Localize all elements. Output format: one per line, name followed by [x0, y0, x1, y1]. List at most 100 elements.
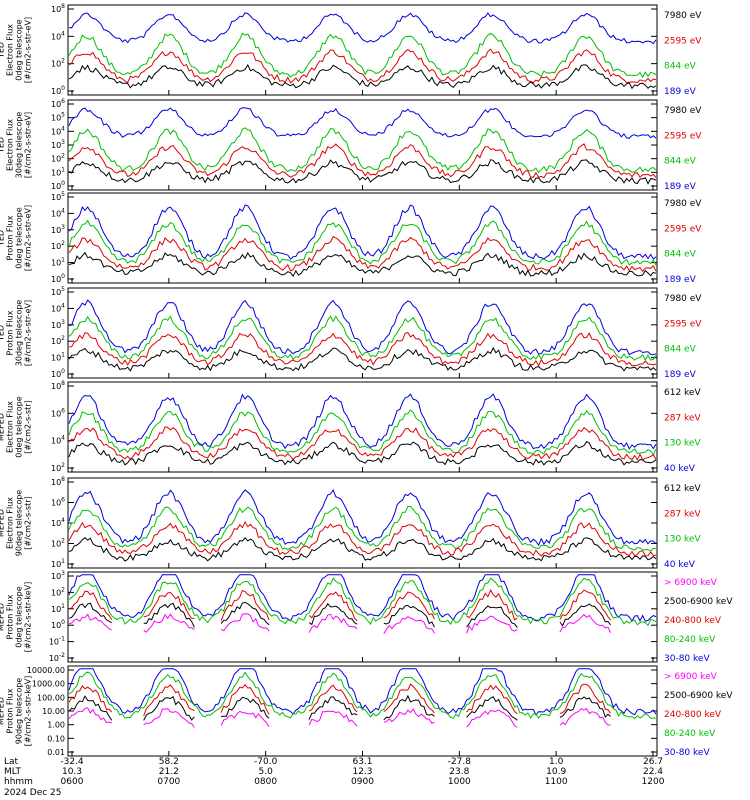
x-tick-label: 23.8	[449, 767, 469, 777]
date-label: 2024 Dec 25	[4, 788, 62, 798]
series-line	[68, 332, 657, 367]
legend-entry: 30-80 keV	[664, 748, 710, 758]
y-tick-label: 104	[51, 302, 65, 313]
legend-entry: 287 keV	[664, 413, 701, 423]
y-tick-label: 100	[51, 180, 65, 191]
y-axis-label: TEDElectron Flux30deg telescope[#/cm2-s-…	[0, 112, 33, 179]
x-tick-label: 26.7	[643, 757, 663, 767]
series	[68, 574, 657, 634]
panel-3: 105 104 103 102 101 100 TEDProton Flux0deg tel…	[0, 191, 702, 285]
legend: > 6900 keV 2500-6900 keV 240-800 keV 80-240…	[664, 672, 733, 758]
x-tick-label: 10.9	[546, 767, 566, 777]
y-tick-label: 108	[51, 3, 65, 14]
y-tick-label: 103	[51, 139, 65, 150]
y-tick-label: 100.00	[37, 693, 65, 702]
x-tick-label: 12.3	[352, 767, 372, 777]
y-tick-label: 106	[51, 98, 65, 109]
series-line	[68, 671, 656, 720]
legend: 7980 eV 2595 eV 844 eV 189 eV	[664, 11, 702, 97]
legend-entry: 612 keV	[664, 484, 701, 494]
series	[68, 107, 657, 185]
y-tick-label: 102	[51, 153, 65, 164]
y-tick-label: 104	[51, 125, 65, 136]
y-tick-label: 106	[51, 497, 65, 508]
x-tick-label: 0900	[351, 777, 374, 787]
legend-entry: 40 keV	[664, 560, 696, 570]
panel-7: 103 102 101 100 10-1 10-2 MEPEDProton Flux0deg…	[0, 570, 733, 664]
series-line	[68, 204, 657, 260]
x-tick-label: 0600	[61, 777, 84, 787]
legend-entry: 844 eV	[664, 345, 697, 355]
y-tick-label: 104	[51, 517, 65, 528]
y-tick-label: 102	[51, 462, 65, 473]
series-line	[68, 235, 657, 273]
series-line	[68, 707, 611, 728]
y-axis-label: TEDElectron Flux0deg telescope[#/cm2-s-s…	[0, 17, 33, 83]
y-tick-label: 103	[51, 570, 65, 581]
series-line	[68, 577, 657, 627]
legend-entry: 2595 eV	[664, 224, 702, 234]
panel-1: 108 104 102 100 TEDElectron Flux0deg telesco…	[0, 3, 702, 97]
legend-entry: 189 eV	[664, 370, 697, 380]
legend-entry: 2595 eV	[664, 319, 702, 329]
series-line	[68, 32, 657, 79]
series-line	[68, 219, 657, 266]
y-axis-label: TEDProton Flux30deg telescope[#/cm2-s-st…	[0, 300, 33, 367]
x-tick-label: 5.0	[259, 767, 274, 777]
y-tick-label: 105	[51, 191, 65, 202]
series-line	[68, 505, 657, 552]
x-tick-label: 1200	[642, 777, 665, 787]
x-tick-label: -27.8	[448, 757, 472, 767]
legend-entry: 240-800 keV	[664, 710, 722, 720]
panel-4: 105 104 103 102 101 100 TEDProton Flux30deg te…	[0, 286, 702, 380]
y-tick-label: 0.10	[47, 734, 65, 743]
y-tick-label: 10000.00	[27, 666, 65, 675]
legend: > 6900 keV 2500-6900 keV 240-800 keV 80-240…	[664, 578, 733, 664]
legend-entry: 130 keV	[664, 535, 701, 545]
x-tick-label: 0700	[157, 777, 180, 787]
series-line	[68, 694, 611, 721]
series-line	[68, 107, 657, 139]
series-line	[68, 520, 657, 557]
y-tick-label: 10-1	[49, 636, 65, 647]
y-tick-label: 10.00	[42, 707, 65, 716]
y-axis-label: TEDProton Flux0deg telescope[#/cm2-s-str…	[0, 205, 33, 271]
x-row-label: MLT	[4, 767, 22, 777]
legend-entry: 2595 eV	[664, 36, 702, 46]
y-tick-label: 10-2	[49, 652, 65, 663]
series-line	[68, 393, 657, 450]
x-tick-label: 1100	[545, 777, 568, 787]
series-line	[68, 537, 657, 562]
legend: 612 keV 287 keV 130 keV 40 keV	[664, 484, 701, 570]
panel-frame	[67, 665, 658, 757]
legend-entry: 80-240 keV	[664, 729, 716, 739]
y-tick-label: 100	[51, 85, 65, 96]
panel-2: 106 105 104 103 102 101 100 TEDElectron Flux30d…	[0, 98, 702, 192]
y-tick-label: 104	[51, 435, 65, 446]
x-tick-label: 1000	[448, 777, 471, 787]
panel-frame	[67, 381, 658, 473]
series-line	[68, 441, 657, 466]
series-line	[68, 488, 657, 547]
series-line	[68, 299, 657, 356]
y-tick-label: 101	[51, 558, 65, 569]
series-line	[68, 409, 657, 456]
legend: 7980 eV 2595 eV 844 eV 189 eV	[664, 106, 702, 192]
legend-entry: 189 eV	[664, 275, 697, 285]
series-line	[68, 143, 657, 179]
legend: 7980 eV 2595 eV 844 eV 189 eV	[664, 199, 702, 285]
y-tick-label: 101	[51, 352, 65, 363]
y-tick-label: 0.01	[47, 748, 65, 757]
y-tick-label: 104	[51, 207, 65, 218]
y-axis-label: MEPEDProton Flux90deg telescope[#/cm2-s-…	[0, 676, 33, 747]
x-tick-label: -70.0	[254, 757, 278, 767]
series	[68, 12, 657, 90]
x-tick-label: 22.4	[643, 767, 663, 777]
legend-entry: 240-800 keV	[664, 616, 722, 626]
legend-entry: 2500-6900 keV	[664, 691, 733, 701]
series	[68, 488, 657, 562]
x-tick-label: 63.1	[352, 757, 372, 767]
series-line	[68, 601, 611, 628]
series	[68, 668, 657, 728]
y-tick-label: 108	[51, 380, 65, 391]
